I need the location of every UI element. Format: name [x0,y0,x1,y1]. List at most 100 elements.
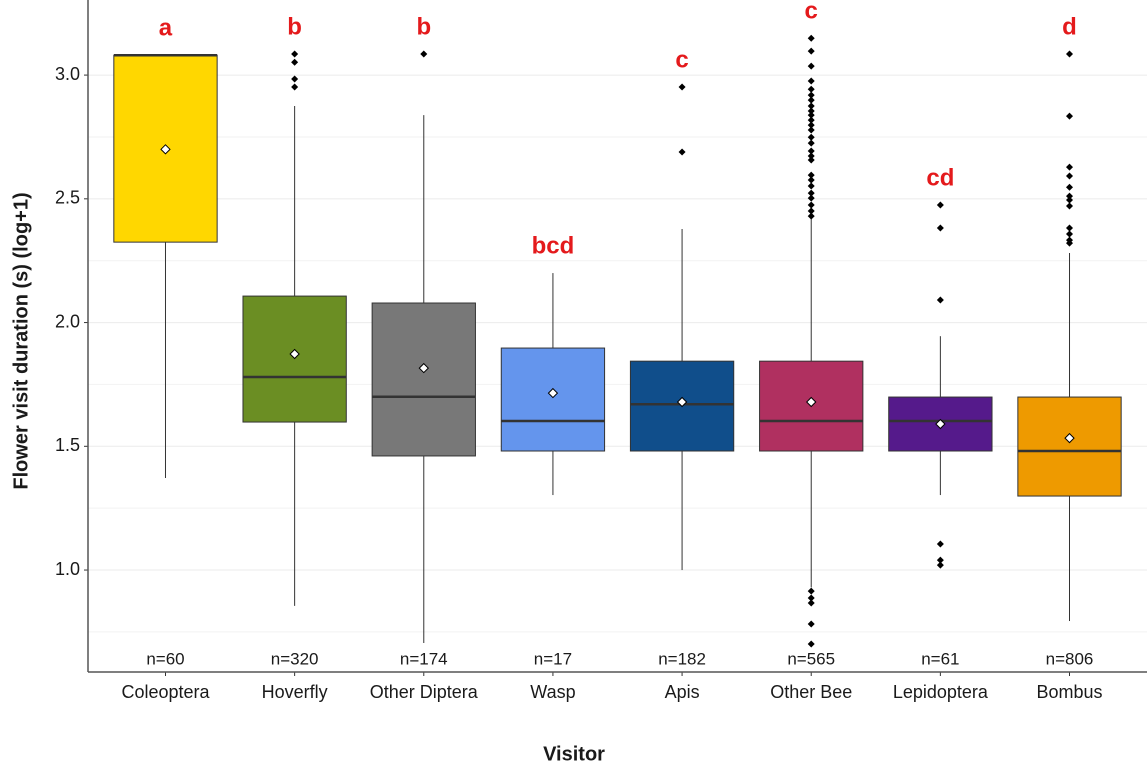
x-tick-label: Lepidoptera [893,682,989,702]
box [500,347,606,452]
x-tick-label: Other Bee [770,682,852,702]
outlier [807,34,815,42]
outlier [420,50,428,58]
x-axis-title: Visitor [543,743,605,765]
mean [676,396,688,408]
outlier [807,147,815,155]
outlier [807,102,815,110]
outlier [807,139,815,147]
significance-letter: cd [926,164,954,191]
significance-letter: a [159,15,173,42]
outlier [807,126,815,134]
outlier [807,640,815,648]
outlier [936,224,944,232]
sample-size: n=60 [146,649,184,668]
outlier [807,107,815,115]
mean [547,387,559,399]
significance-letter: bcd [532,232,575,259]
x-tick-label: Bombus [1036,682,1102,702]
outlier [1066,112,1074,120]
outlier [807,47,815,55]
outlier [1066,163,1074,171]
y-tick-label: 2.5 [55,188,80,208]
outlier [807,96,815,104]
y-tick-label: 2.0 [55,311,80,331]
outlier [936,296,944,304]
outlier [1066,239,1074,247]
outlier [291,83,299,91]
outlier [807,77,815,85]
mean [289,348,300,360]
outlier [807,594,815,602]
x-tick-label: Hoverfly [262,682,328,702]
outlier [936,201,944,209]
outlier [1066,230,1074,238]
sample-size: n=806 [1046,649,1094,668]
outlier [291,58,299,66]
outlier [936,561,944,569]
y-tick-label: 1.5 [55,435,80,455]
mean [935,418,946,430]
outlier [1066,224,1074,232]
outlier [807,182,815,190]
outlier [936,540,944,548]
box [371,302,476,457]
outlier [1066,192,1074,200]
outlier [807,171,815,179]
mean [418,362,429,374]
outlier [807,156,815,164]
outlier [807,212,815,220]
outlier [807,85,815,93]
outlier [678,83,686,91]
x-tick-label: Other Diptera [370,682,479,702]
sample-size: n=174 [400,649,448,668]
mean [1064,432,1075,444]
sample-size: n=17 [534,649,572,668]
outlier [807,111,815,119]
outlier [936,556,944,564]
outlier [807,62,815,70]
outlier [807,116,815,124]
outlier [807,176,815,184]
outlier [807,207,815,215]
y-axis-title: Flower visit duration (s) (log+1) [10,192,32,489]
significance-letter: c [805,0,818,25]
outlier [1066,202,1074,210]
mean [160,144,171,155]
outlier [807,121,815,129]
sample-size: n=61 [921,649,959,668]
outlier [807,587,815,595]
outlier [807,194,815,202]
x-tick-label: Coleoptera [121,682,210,702]
significance-letter: d [1062,13,1077,40]
box [242,295,347,423]
outlier [678,148,686,156]
outlier [291,75,299,83]
outlier [807,620,815,628]
outlier [291,50,299,58]
outlier [1066,183,1074,191]
y-tick-label: 1.0 [55,559,80,579]
outlier [807,91,815,99]
mean [806,396,817,408]
outlier [1066,172,1074,180]
significance-letter: b [287,13,302,40]
significance-letter: c [675,46,688,73]
outlier [807,189,815,197]
x-tick-label: Apis [665,682,700,702]
sample-size: n=565 [787,649,835,668]
outlier [807,133,815,141]
significance-letter: b [416,13,431,40]
box [1017,396,1122,497]
outlier [807,599,815,607]
sample-size: n=182 [658,649,706,668]
x-tick-label: Wasp [530,682,575,702]
outlier [807,201,815,209]
y-tick-label: 3.0 [55,64,80,84]
outlier [1066,196,1074,204]
outlier [807,152,815,160]
sample-size: n=320 [271,649,319,668]
outlier [1066,50,1074,58]
